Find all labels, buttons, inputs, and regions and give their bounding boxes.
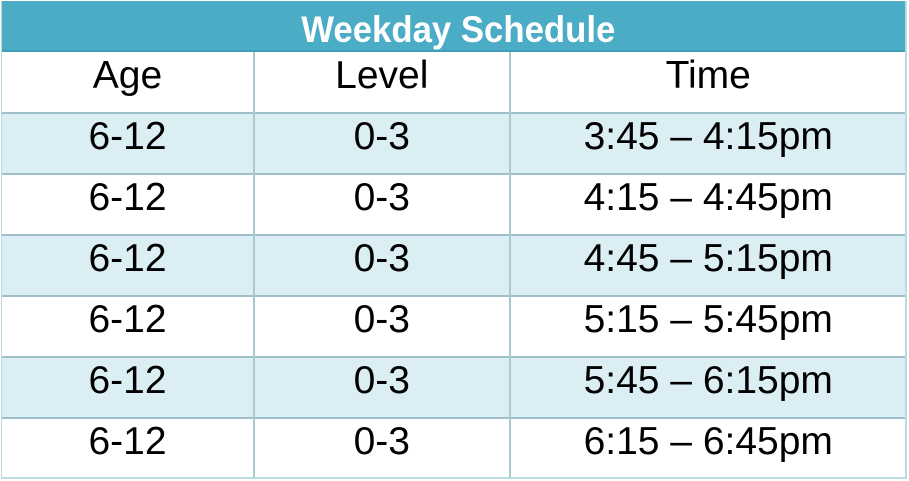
time-cell: 5:45 – 6:15pm xyxy=(583,359,833,403)
table-border-left xyxy=(1,1,3,479)
table-border-right xyxy=(905,1,907,479)
column-header-age: Age xyxy=(92,54,163,98)
row-divider xyxy=(1,112,907,114)
age-cell: 6-12 xyxy=(88,115,167,159)
table-row: 6-12 0-3 4:15 – 4:45pm xyxy=(1,174,907,235)
time-cell: 4:15 – 4:45pm xyxy=(583,176,833,220)
age-cell: 6-12 xyxy=(88,298,167,342)
table-row: 6-12 0-3 4:45 – 5:15pm xyxy=(1,235,907,296)
level-cell: 0-3 xyxy=(353,298,410,342)
row-divider xyxy=(1,295,907,297)
age-cell: 6-12 xyxy=(88,176,167,220)
table-row: 6-12 0-3 5:15 – 5:45pm xyxy=(1,296,907,357)
column-divider xyxy=(508,52,511,479)
time-cell: 6:15 – 6:45pm xyxy=(583,420,833,464)
table-border-bottom xyxy=(1,477,907,479)
row-divider xyxy=(1,234,907,236)
time-cell: 3:45 – 4:15pm xyxy=(583,115,833,159)
table-row: 6-12 0-3 6:15 – 6:45pm xyxy=(1,418,907,479)
table-row: 6-12 0-3 3:45 – 4:15pm xyxy=(1,113,907,174)
table-header-row: Age Level Time xyxy=(1,52,907,113)
level-cell: 0-3 xyxy=(353,420,410,464)
column-header-level: Level xyxy=(335,54,429,98)
age-cell: 6-12 xyxy=(88,359,167,403)
table-title: Weekday Schedule xyxy=(301,9,616,51)
row-divider xyxy=(1,173,907,175)
row-divider xyxy=(1,356,907,358)
level-cell: 0-3 xyxy=(353,237,410,281)
level-cell: 0-3 xyxy=(353,359,410,403)
row-divider xyxy=(1,417,907,419)
table-row: 6-12 0-3 5:45 – 6:15pm xyxy=(1,357,907,418)
level-cell: 0-3 xyxy=(353,115,410,159)
age-cell: 6-12 xyxy=(88,420,167,464)
table-title-bar: Weekday Schedule xyxy=(1,1,907,52)
column-header-time: Time xyxy=(665,54,751,98)
column-divider xyxy=(253,52,255,479)
time-cell: 5:15 – 5:45pm xyxy=(583,298,833,342)
level-cell: 0-3 xyxy=(353,176,410,220)
age-cell: 6-12 xyxy=(88,237,167,281)
time-cell: 4:45 – 5:15pm xyxy=(583,237,833,281)
